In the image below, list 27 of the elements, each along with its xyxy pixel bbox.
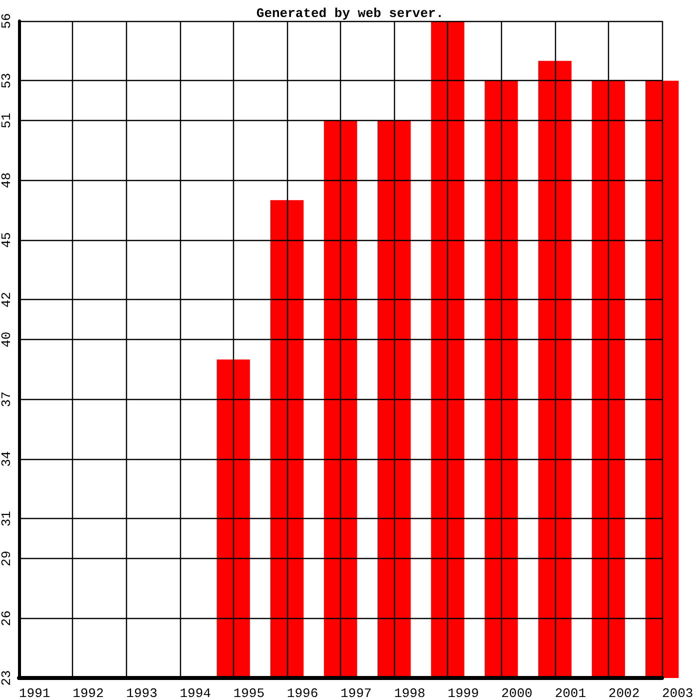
x-tick-label: 1994 <box>180 686 212 700</box>
y-tick-label: 51 <box>0 112 14 128</box>
y-tick-label: 37 <box>0 391 14 408</box>
y-tick-label: 45 <box>0 232 14 248</box>
x-tick-label: 1997 <box>340 686 372 700</box>
x-tick-label: 1996 <box>286 686 318 700</box>
x-tick-label: 1995 <box>233 686 265 700</box>
x-tick-label: 1991 <box>19 686 50 700</box>
x-tick-label: 2003 <box>662 686 694 700</box>
y-tick-label: 48 <box>0 172 14 188</box>
x-tick-label: 1998 <box>394 686 426 700</box>
y-tick-label: 26 <box>0 610 14 626</box>
y-tick-label: 40 <box>0 332 14 348</box>
y-tick-label: 31 <box>0 510 14 527</box>
y-tick-label: 53 <box>0 72 14 89</box>
x-tick-label: 2001 <box>554 686 586 700</box>
x-tick-label: 2002 <box>608 686 640 700</box>
x-tick-label: 2000 <box>501 686 532 700</box>
x-tick-label: 1992 <box>72 686 104 700</box>
y-tick-label: 34 <box>0 451 14 467</box>
y-tick-label: 42 <box>0 292 14 308</box>
y-tick-label: 29 <box>0 550 14 566</box>
chart-title: Generated by web server. <box>256 6 444 21</box>
x-tick-label: 1993 <box>126 686 158 700</box>
y-tick-label: 23 <box>0 670 14 686</box>
x-tick-label: 1999 <box>448 686 479 700</box>
y-tick-label: 56 <box>0 13 14 29</box>
